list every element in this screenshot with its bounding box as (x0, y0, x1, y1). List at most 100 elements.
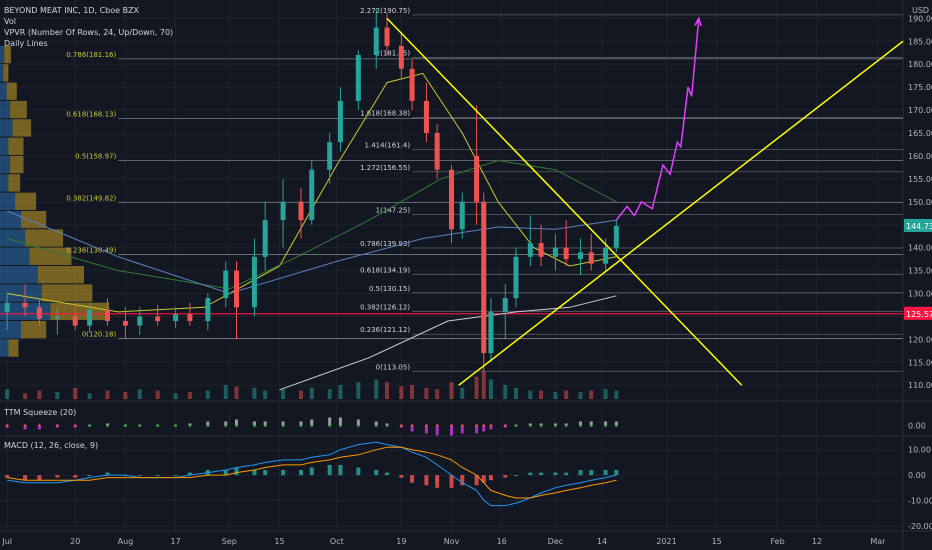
volume-bar (528, 390, 533, 399)
price-tick-label: 120.00 (908, 335, 932, 344)
candle-body (309, 169, 315, 221)
squeeze-dot (138, 424, 142, 427)
indicator-vpvr[interactable]: VPVR (Number Of Rows, 24, Up/Down, 70) (4, 28, 174, 37)
volume-bar (55, 392, 60, 399)
volume-profile-down-bar (8, 174, 21, 192)
squeeze-dot (539, 424, 543, 427)
squeeze-dot (450, 424, 453, 427)
macd-histogram-bar (528, 472, 533, 476)
volume-bar (603, 389, 608, 399)
squeeze-dot (604, 424, 607, 427)
squeeze-bar (338, 417, 342, 426)
squeeze-dot (475, 424, 478, 427)
level-badge (904, 306, 932, 320)
volume-profile-down-bar (10, 100, 27, 119)
macd-tick-label: -10.00 (908, 497, 932, 506)
candle-body (280, 201, 286, 221)
candle-body (72, 316, 78, 326)
price-axis[interactable]: 110.00115.00120.00125.00130.00135.00140.… (904, 6, 932, 390)
volume-profile-down-bar (8, 137, 24, 155)
volume-bar (564, 390, 569, 399)
volume-bar (87, 393, 92, 399)
fib-extension-label: 2(181.45) (376, 50, 411, 58)
macd-histogram-bar (173, 475, 178, 477)
volume-bar (410, 385, 415, 399)
fib-levels: 0.786(181.16) 0.618(168.13) 0.5(158.97) 0.3… (0, 7, 903, 372)
squeeze-bar (489, 425, 493, 430)
volume-bar (449, 382, 454, 399)
volume-profile-up-bar (0, 64, 4, 82)
macd-histogram-bar (424, 475, 429, 486)
squeeze-dot (5, 424, 9, 427)
symbol-title[interactable]: BEYOND MEAT INC, 1D, Cboe BZX (4, 6, 140, 15)
volume-profile-down-bar (15, 192, 37, 210)
squeeze-dot (206, 424, 210, 427)
volume-profile-up-bar (0, 174, 9, 192)
time-axis[interactable]: Jul 20 Aug 17 Sep 15 Oct 19 Nov 16 Dec 14 2021 15 Feb 1… (1, 537, 886, 546)
macd-histogram-bar (553, 472, 558, 476)
ttm-squeeze-title[interactable]: TTM Squeeze (20) (4, 408, 77, 417)
time-tick-label: 14 (597, 537, 607, 546)
squeeze-bar (475, 425, 479, 434)
volume-bar (435, 389, 440, 399)
candle-body (527, 243, 533, 257)
macd-histogram-bar (503, 475, 508, 478)
indicator-daily-lines[interactable]: Daily Lines (4, 39, 48, 48)
candle-body (337, 100, 343, 143)
squeeze-dot (425, 424, 428, 427)
moving-average-line (7, 210, 617, 295)
fib-extension-label: 1(147.25) (376, 206, 411, 214)
squeeze-dot (235, 424, 238, 427)
macd-title[interactable]: MACD (12, 26, close, 9) (4, 441, 99, 450)
candle-body (327, 142, 333, 170)
volume-profile-up-bar (0, 284, 42, 302)
macd-histogram-bar (105, 472, 110, 476)
candle-body (513, 256, 519, 299)
volume-bar (173, 393, 178, 399)
volume-profile-up-bar (0, 339, 9, 357)
price-tick-label: 175.00 (908, 83, 932, 92)
squeeze-dot (281, 424, 285, 427)
trendline (386, 17, 743, 386)
squeeze-dot (503, 424, 507, 427)
squeeze-dot (38, 424, 41, 427)
macd-histogram-bar (614, 470, 619, 476)
indicator-vol[interactable]: Vol (4, 17, 16, 26)
volume-bar (105, 390, 110, 399)
time-tick-label: Jul (1, 537, 12, 546)
candle-body (502, 298, 508, 312)
fib-retracement-label: 0.382(149.82) (66, 195, 116, 203)
candle-body (563, 247, 569, 260)
squeeze-bar (374, 421, 378, 426)
time-tick-label: Feb (770, 537, 784, 546)
squeeze-dot (224, 424, 228, 427)
time-tick-label: 15 (274, 537, 284, 546)
price-tick-label: 135.00 (908, 267, 932, 276)
squeeze-dot (579, 424, 582, 427)
time-tick-label: 20 (70, 537, 80, 546)
macd-histogram-bar (73, 475, 78, 478)
candle-body (373, 27, 379, 56)
macd-histogram-bar (488, 475, 493, 481)
candle-body (449, 169, 454, 230)
volume-bar (327, 389, 332, 399)
macd-histogram-bar (338, 464, 343, 476)
fib-extension-label: 0.5(130.15) (369, 285, 410, 293)
volume-profile-up-bar (0, 45, 5, 64)
volume-bar (589, 390, 594, 399)
price-tick-label: 160.00 (908, 152, 932, 161)
squeeze-dot (73, 424, 77, 427)
fib-extension-label: 0.236(121.12) (360, 326, 410, 334)
time-tick-label: Oct (330, 537, 344, 546)
squeeze-bar (450, 425, 453, 436)
volume-bar (309, 387, 314, 399)
macd-histogram-bar (137, 475, 142, 477)
volume-profile-down-bar (21, 321, 47, 339)
candle-body (423, 100, 429, 133)
price-tick-label: 180.00 (908, 60, 932, 69)
time-tick-label: Mar (870, 537, 886, 546)
volume-bar (205, 390, 210, 399)
squeeze-dot (156, 424, 159, 427)
volume-profile-up-bar (0, 100, 11, 119)
